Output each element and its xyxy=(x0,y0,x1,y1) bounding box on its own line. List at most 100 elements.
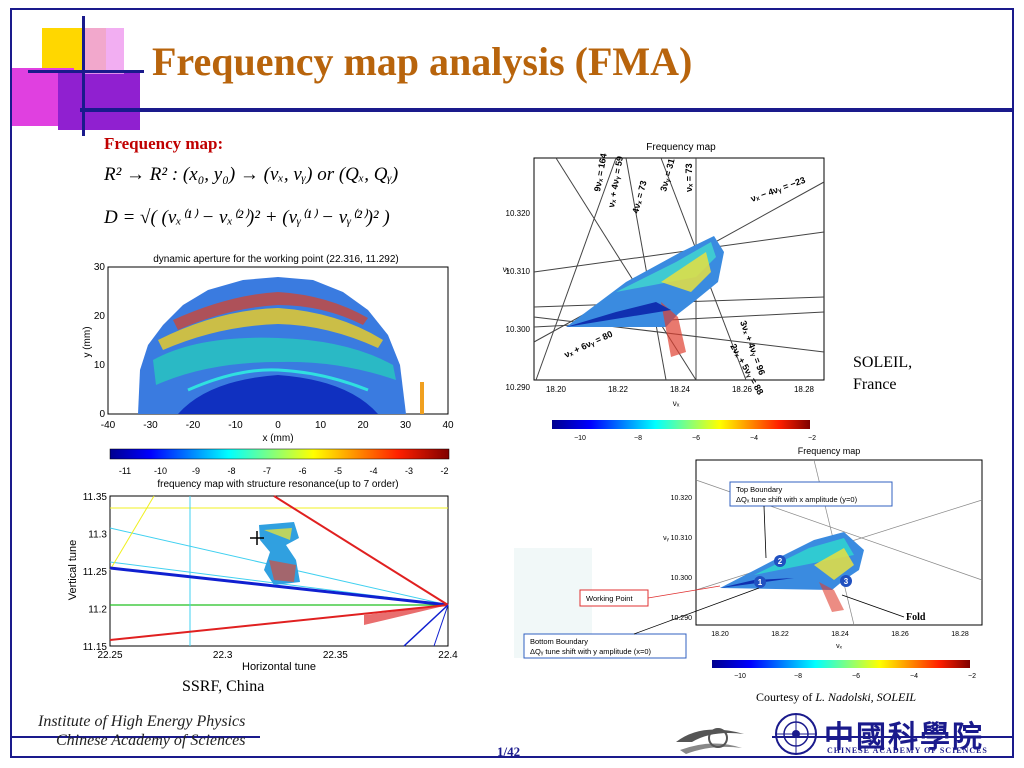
aperture-xtick: 30 xyxy=(400,420,412,431)
soleil1-cbtick: −6 xyxy=(692,435,700,442)
courtesy-prefix: Courtesy of xyxy=(756,690,813,704)
soleil1-xtick: 18.20 xyxy=(546,385,567,394)
soleil2-xtick: 18.26 xyxy=(891,631,909,638)
soleil-frequency-map-2: Frequency map 18.20 18.22 18.24 18.26 18.28 … xyxy=(514,440,988,680)
soleil2-xtick: 18.20 xyxy=(711,631,729,638)
soleil-plot2-xlabel: νₓ xyxy=(836,643,843,650)
soleil1-cbtick: −10 xyxy=(574,435,586,442)
ssrf-tune-plot: 22.25 22.3 22.35 22.4 11.35 11.3 11.25 11.2 11.… xyxy=(64,490,460,674)
frequency-map-subheading: Frequency map: xyxy=(104,134,224,153)
deco-pink-square xyxy=(84,28,124,74)
fold-label: Fold xyxy=(906,612,926,623)
colorbar-tick: -9 xyxy=(192,466,200,476)
soleil1-xtick: 18.28 xyxy=(794,385,815,394)
aperture-ytick: 20 xyxy=(94,311,106,322)
soleil2-xtick: 18.22 xyxy=(771,631,789,638)
colorbar-label: frequency map with structure resonance(u… xyxy=(157,479,398,490)
aperture-ytick: 0 xyxy=(99,409,105,420)
diffusion-equation: D = √( (νₓ⁽¹⁾ − νₓ⁽²⁾)² + (νᵧ⁽¹⁾ − νᵧ⁽²⁾… xyxy=(104,207,390,228)
soleil1-ytick: 10.310 xyxy=(506,267,531,276)
tune-ylabel: Vertical tune xyxy=(67,540,79,601)
soleil1-ytick: 10.290 xyxy=(506,383,531,392)
aperture-ytick: 10 xyxy=(94,360,106,371)
soleil1-xtick: 18.24 xyxy=(670,385,691,394)
soleil2-ytick: 10.310 xyxy=(671,535,693,542)
soleil2-cbtick: −2 xyxy=(968,673,976,680)
mapping-equation: R² → R² : (x₀, y₀) → (νₓ, νᵧ) or (Qₓ, Qᵧ… xyxy=(104,164,399,185)
soleil2-ytick: 10.300 xyxy=(671,575,693,582)
soleil1-xtick: 18.26 xyxy=(732,385,753,394)
aperture-xtick: 40 xyxy=(442,420,454,431)
soleil2-cbtick: −6 xyxy=(852,673,860,680)
colorbar-tick: -8 xyxy=(227,466,235,476)
aperture-ytick: 30 xyxy=(94,262,106,273)
aperture-xtick: 10 xyxy=(315,420,327,431)
soleil-plot2-title: Frequency map xyxy=(798,446,861,456)
colorbar-tick: -4 xyxy=(369,466,377,476)
deco-horizontal-line xyxy=(28,70,144,73)
page-number: 1/42 xyxy=(497,744,521,759)
institute-line2: Chinese Academy of Sciences xyxy=(56,732,246,749)
institute-line1: Institute of High Energy Physics xyxy=(38,713,246,730)
tune-xtick: 22.35 xyxy=(323,650,348,661)
soleil2-cbtick: −4 xyxy=(910,673,918,680)
top-boundary-box xyxy=(729,481,893,507)
cas-english-name: CHINESE ACADEMY OF SCIENCES xyxy=(827,746,988,755)
soleil2-ytick: 10.290 xyxy=(671,615,693,622)
top-boundary-line2: ΔQₓ tune shift with x amplitude (y=0) xyxy=(736,495,858,504)
marker-1: 1 xyxy=(758,578,763,587)
ssrf-aperture-plot: dynamic aperture for the working point (… xyxy=(78,250,458,445)
slide-title: Frequency map analysis (FMA) xyxy=(152,39,693,84)
soleil-caption-line2: France xyxy=(853,376,897,393)
aperture-title: dynamic aperture for the working point (… xyxy=(153,254,399,265)
footer-rule-right xyxy=(772,736,1014,738)
courtesy-name: L. Nadolski, SOLEIL xyxy=(815,690,917,704)
bottom-boundary-box xyxy=(523,633,687,659)
title-rule xyxy=(80,108,1012,112)
soleil2-ytick: 10.320 xyxy=(671,495,693,502)
cas-logo xyxy=(774,712,818,756)
bottom-boundary-line1: Bottom Boundary xyxy=(530,637,588,646)
courtesy-note: Courtesy of L. Nadolski, SOLEIL xyxy=(756,690,916,705)
ihep-logo xyxy=(672,716,748,762)
tune-ytick: 11.35 xyxy=(83,492,108,503)
soleil1-cbtick: −4 xyxy=(750,435,758,442)
soleil-frequency-map-1: Frequency map 18.20 18.22 18.24 18.26 18.28 … xyxy=(496,132,836,442)
aperture-xtick: -20 xyxy=(186,420,201,431)
aperture-xtick: -10 xyxy=(228,420,243,431)
soleil1-ytick: 10.300 xyxy=(506,325,531,334)
soleil2-cbtick: −10 xyxy=(734,673,746,680)
colorbar-tick: -10 xyxy=(154,466,167,476)
aperture-xtick: 0 xyxy=(275,420,281,431)
marker-2: 2 xyxy=(778,557,783,566)
colorbar-tick: -11 xyxy=(119,466,131,476)
slide-frame xyxy=(10,8,1014,758)
footer-rule-left xyxy=(10,736,260,738)
soleil-caption-line1: SOLEIL, xyxy=(853,354,913,371)
soleil2-xtick: 18.24 xyxy=(831,631,849,638)
tune-xlabel: Horizontal tune xyxy=(242,661,316,673)
bottom-boundary-line2: ΔQᵧ tune shift with y amplitude (x=0) xyxy=(530,647,652,656)
tune-ytick: 11.3 xyxy=(88,530,107,541)
soleil-plot1-title: Frequency map xyxy=(646,142,716,153)
soleil2-xtick: 18.28 xyxy=(951,631,969,638)
tune-ytick: 11.25 xyxy=(83,567,108,578)
soleil1-ytick: 10.320 xyxy=(506,209,531,218)
colorbar-tick: -2 xyxy=(440,466,448,476)
tune-xtick: 22.25 xyxy=(97,650,122,661)
tune-xtick: 22.4 xyxy=(438,650,458,661)
ssrf-caption: SSRF, China xyxy=(182,678,265,695)
aperture-xlabel: x (mm) xyxy=(262,433,293,444)
colorbar-tick: -7 xyxy=(263,466,271,476)
aperture-xtick: -40 xyxy=(101,420,116,431)
deco-purple-square xyxy=(58,72,140,130)
deco-vertical-line xyxy=(82,16,85,136)
marker-3: 3 xyxy=(844,577,849,586)
top-boundary-line1: Top Boundary xyxy=(736,485,783,494)
aperture-ylabel: y (mm) xyxy=(82,326,93,357)
soleil2-cbtick: −8 xyxy=(794,673,802,680)
resonance-label: νₓ = 73 xyxy=(684,163,694,192)
ssrf-colorbar: -11 -10 -9 -8 -7 -6 -5 -4 -3 -2 frequency map wit… xyxy=(108,447,453,491)
tune-ytick: 11.2 xyxy=(88,605,107,616)
tune-ytick: 11.15 xyxy=(83,642,108,653)
